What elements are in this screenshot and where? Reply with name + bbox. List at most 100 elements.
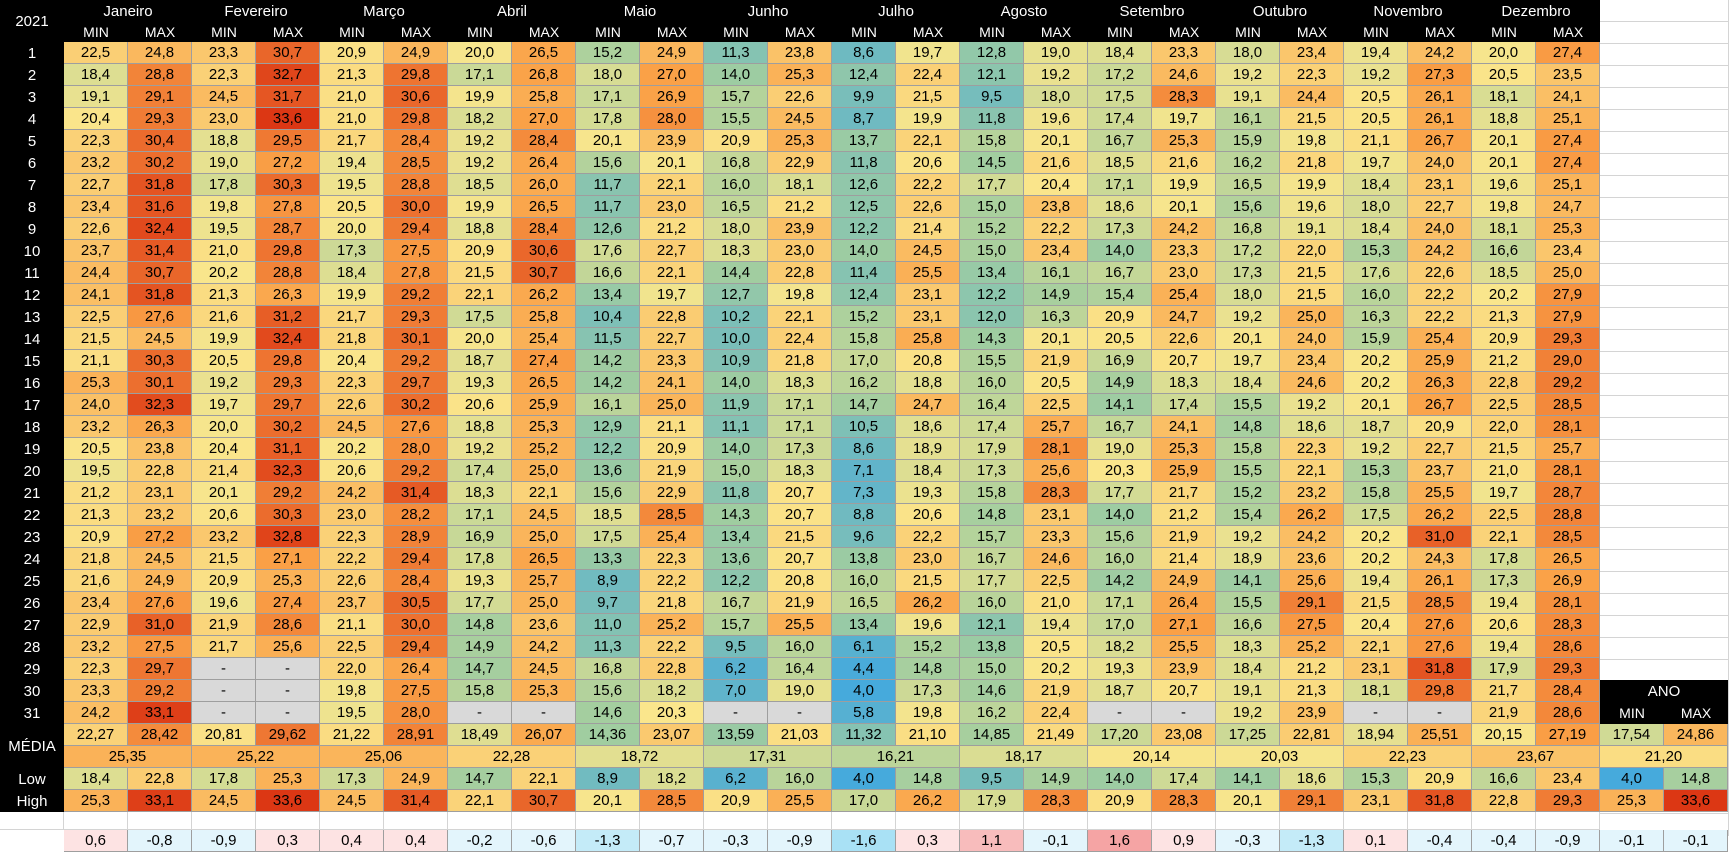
temperature-cell[interactable]: 21,0	[1472, 460, 1536, 482]
temperature-cell[interactable]: 16,0	[1344, 284, 1408, 306]
temperature-cell[interactable]: 29,0	[1536, 350, 1600, 372]
empty-cell[interactable]	[1600, 528, 1729, 550]
empty-cell[interactable]	[576, 812, 640, 830]
temperature-cell[interactable]: 12,1	[960, 64, 1024, 86]
difference-cell[interactable]: -0,8	[128, 830, 192, 852]
temperature-cell[interactable]: 19,2	[1024, 64, 1088, 86]
temperature-cell[interactable]: 18,1	[1344, 680, 1408, 702]
temperature-cell[interactable]: 23,2	[64, 152, 128, 174]
temperature-cell[interactable]: 20,5	[1024, 372, 1088, 394]
high-cell[interactable]: 17,9	[960, 790, 1024, 812]
temperature-cell[interactable]: 17,3	[320, 240, 384, 262]
temperature-cell[interactable]: 23,7	[320, 592, 384, 614]
temperature-cell[interactable]: 25,3	[768, 64, 832, 86]
temperature-cell[interactable]: 20,1	[576, 130, 640, 152]
temperature-cell[interactable]: 29,2	[384, 350, 448, 372]
temperature-cell[interactable]: 16,7	[1088, 130, 1152, 152]
temperature-cell[interactable]: 15,2	[832, 306, 896, 328]
temperature-cell[interactable]: 19,9	[896, 108, 960, 130]
temperature-cell[interactable]: 18,8	[1472, 108, 1536, 130]
temperature-cell[interactable]: 22,2	[320, 548, 384, 570]
temperature-cell[interactable]: 17,6	[1344, 262, 1408, 284]
temperature-cell[interactable]: 20,0	[448, 328, 512, 350]
temperature-cell[interactable]: 25,0	[512, 592, 576, 614]
temperature-cell[interactable]: 16,2	[832, 372, 896, 394]
temperature-cell[interactable]: 21,6	[192, 306, 256, 328]
temperature-cell[interactable]: 28,4	[512, 130, 576, 152]
temperature-cell[interactable]: 31,6	[128, 196, 192, 218]
temperature-cell[interactable]: 29,2	[1536, 372, 1600, 394]
media-cell[interactable]: 22,81	[1280, 724, 1344, 746]
temperature-cell[interactable]: 21,9	[768, 592, 832, 614]
temperature-cell[interactable]: 26,1	[1408, 108, 1472, 130]
media-combined-cell[interactable]: 22,28	[448, 746, 576, 768]
temperature-cell[interactable]: 24,5	[128, 548, 192, 570]
empty-cell[interactable]	[1600, 44, 1729, 66]
temperature-cell[interactable]: 15,3	[1344, 240, 1408, 262]
temperature-cell[interactable]: 20,9	[640, 438, 704, 460]
temperature-cell[interactable]: 22,0	[1280, 240, 1344, 262]
temperature-cell[interactable]: 10,0	[704, 328, 768, 350]
temperature-cell[interactable]: 22,6	[768, 86, 832, 108]
temperature-cell[interactable]: 19,8	[192, 196, 256, 218]
high-cell[interactable]: 25,3	[64, 790, 128, 812]
temperature-cell[interactable]: 19,2	[448, 130, 512, 152]
media-cell[interactable]: 14,85	[960, 724, 1024, 746]
temperature-cell[interactable]: 17,2	[1216, 240, 1280, 262]
temperature-cell[interactable]: 18,0	[1216, 284, 1280, 306]
temperature-cell[interactable]: 27,3	[1408, 64, 1472, 86]
temperature-cell[interactable]: 15,7	[704, 86, 768, 108]
temperature-cell[interactable]: 29,3	[1536, 658, 1600, 680]
temperature-cell[interactable]: 23,7	[1408, 460, 1472, 482]
temperature-cell[interactable]: 4,4	[832, 658, 896, 680]
temperature-cell[interactable]: 15,7	[704, 614, 768, 636]
temperature-cell[interactable]: 23,1	[1344, 658, 1408, 680]
temperature-cell[interactable]: 20,9	[1408, 416, 1472, 438]
temperature-cell[interactable]: 28,4	[1536, 680, 1600, 702]
temperature-cell[interactable]: 26,9	[640, 86, 704, 108]
temperature-cell[interactable]: 23,2	[64, 636, 128, 658]
temperature-cell[interactable]: 19,8	[1472, 196, 1536, 218]
temperature-cell[interactable]: 17,7	[448, 592, 512, 614]
temperature-cell[interactable]: 29,7	[128, 658, 192, 680]
temperature-cell[interactable]: 14,7	[832, 394, 896, 416]
temperature-cell[interactable]: 4,0	[832, 680, 896, 702]
temperature-cell[interactable]: 10,4	[576, 306, 640, 328]
temperature-cell[interactable]: 28,7	[1536, 482, 1600, 504]
empty-cell[interactable]	[128, 812, 192, 830]
temperature-cell[interactable]: 21,8	[1280, 152, 1344, 174]
temperature-cell[interactable]: 23,6	[1280, 548, 1344, 570]
temperature-cell[interactable]: 15,6	[576, 482, 640, 504]
media-cell[interactable]: 21,03	[768, 724, 832, 746]
temperature-cell[interactable]: 23,2	[192, 526, 256, 548]
temperature-cell[interactable]: 30,7	[512, 262, 576, 284]
temperature-cell[interactable]: 19,2	[448, 152, 512, 174]
temperature-cell[interactable]: 18,0	[704, 218, 768, 240]
media-cell[interactable]: 20,81	[192, 724, 256, 746]
temperature-cell[interactable]: 20,1	[640, 152, 704, 174]
high-cell[interactable]: 28,5	[640, 790, 704, 812]
temperature-cell[interactable]: 17,3	[1472, 570, 1536, 592]
low-cell[interactable]: 15,3	[1344, 768, 1408, 790]
temperature-cell[interactable]: 19,2	[1216, 526, 1280, 548]
temperature-cell[interactable]: 27,5	[1280, 614, 1344, 636]
temperature-cell[interactable]: 25,2	[640, 614, 704, 636]
temperature-cell[interactable]: 10,5	[832, 416, 896, 438]
temperature-cell[interactable]: 8,7	[832, 108, 896, 130]
temperature-cell[interactable]: 22,3	[640, 548, 704, 570]
temperature-cell[interactable]: 15,2	[896, 636, 960, 658]
temperature-cell[interactable]: 19,2	[1344, 64, 1408, 86]
media-cell[interactable]: 23,07	[640, 724, 704, 746]
temperature-cell[interactable]: 14,3	[704, 504, 768, 526]
temperature-cell[interactable]: 18,4	[1344, 174, 1408, 196]
temperature-cell[interactable]: 24,0	[64, 394, 128, 416]
temperature-cell[interactable]: 16,6	[1216, 614, 1280, 636]
temperature-cell[interactable]: 22,2	[1408, 284, 1472, 306]
temperature-cell[interactable]: 24,1	[640, 372, 704, 394]
temperature-cell[interactable]: 22,3	[192, 64, 256, 86]
temperature-cell[interactable]: 32,4	[256, 328, 320, 350]
temperature-cell[interactable]: 17,4	[448, 460, 512, 482]
empty-value-cell[interactable]: -	[1088, 702, 1152, 724]
temperature-cell[interactable]: 26,2	[1280, 504, 1344, 526]
temperature-cell[interactable]: 22,1	[640, 262, 704, 284]
